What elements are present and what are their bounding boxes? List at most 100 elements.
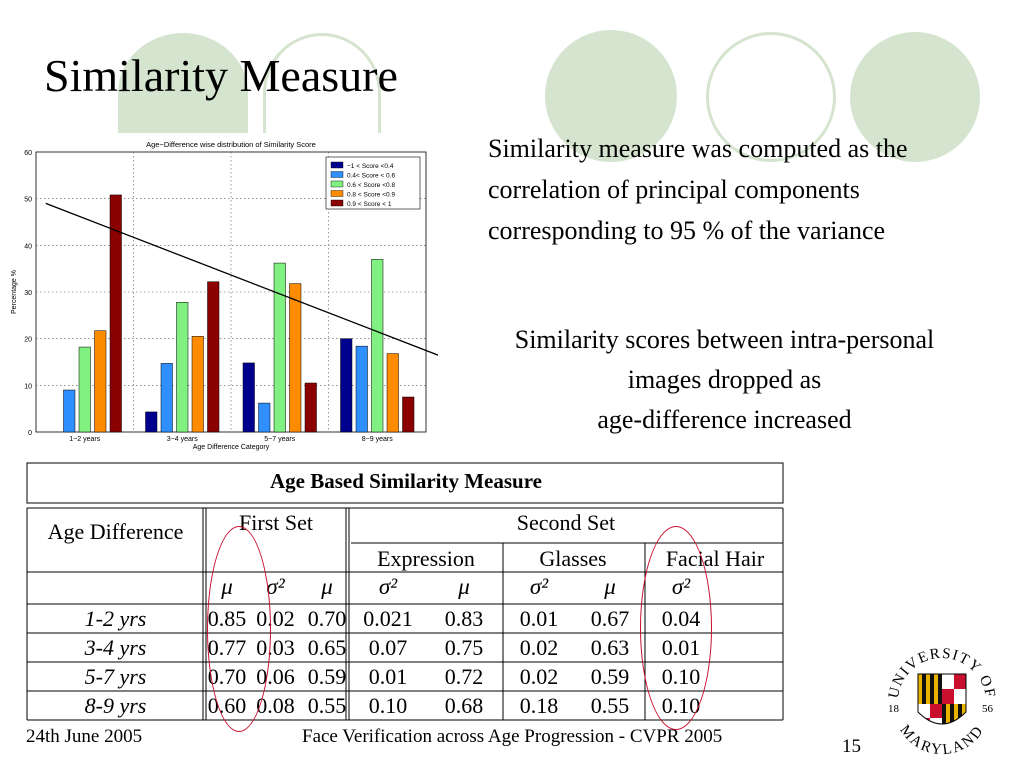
bar <box>191 336 204 433</box>
row-label: 3-4 yrs <box>84 635 147 660</box>
table-cell: 0.01 <box>519 606 559 631</box>
decor-circle-1 <box>118 33 248 133</box>
bar <box>176 302 189 433</box>
y-tick-label: 20 <box>24 337 32 344</box>
bar <box>258 402 271 433</box>
table-cell: 0.55 <box>590 693 630 718</box>
table-title: Age Based Similarity Measure <box>270 469 542 493</box>
y-tick-label: 10 <box>24 383 32 390</box>
x-tick-label: 8−9 years <box>362 436 393 443</box>
footer-title: Face Verification across Age Progression… <box>302 726 723 747</box>
bar <box>304 382 317 433</box>
bar <box>78 346 91 433</box>
bar <box>207 281 220 433</box>
subgroup-expression: Expression <box>377 546 475 571</box>
bar-chart: 0 10 20 30 40 50 60 1−2 years 3−4 years 5−7 years… <box>8 135 505 457</box>
row-label: 5-7 yrs <box>84 664 147 689</box>
table-cell: 0.02 <box>519 664 559 689</box>
bar <box>145 411 158 433</box>
sigma-header: σ² <box>529 574 549 599</box>
y-tick-label: 50 <box>24 197 32 204</box>
bar <box>94 330 107 433</box>
svg-text:18: 18 <box>888 703 900 715</box>
table-cell: 0.75 <box>444 635 484 660</box>
sigma-header: σ² <box>378 574 398 599</box>
table-cell: 0.68 <box>444 693 484 718</box>
bar <box>386 353 399 433</box>
table-cell: 0.65 <box>307 635 347 660</box>
y-axis-label: Percentage % <box>11 270 18 314</box>
legend-swatch <box>330 161 344 169</box>
legend-swatch <box>330 180 344 188</box>
bar <box>273 262 286 433</box>
conclusion-line-2: images dropped as <box>627 365 822 394</box>
bar <box>289 283 302 433</box>
footer-date: 24th June 2005 <box>26 726 143 747</box>
page-number: 15 <box>842 736 861 757</box>
legend-label: 0.6 < Score <0.8 <box>347 182 395 189</box>
description-text: Similarity measure was computed as the c… <box>488 134 908 245</box>
logo-seal: UNIVERSITY OF MARYLAND 18 56 <box>886 646 997 759</box>
university-logo: UNIVERSITY OF MARYLAND 18 56 <box>878 640 1006 766</box>
table-cell: 0.18 <box>519 693 559 718</box>
sigma-header: σ² <box>266 574 285 599</box>
bar <box>109 194 122 433</box>
table-cell: 0.021 <box>363 606 413 631</box>
bar <box>242 362 255 433</box>
table-cell: 0.72 <box>444 664 484 689</box>
table-cell: 0.55 <box>307 693 347 718</box>
legend-label: 0.4< Score < 0.6 <box>347 173 395 180</box>
table-cell: 0.59 <box>307 664 347 689</box>
row-label: 8-9 yrs <box>84 693 147 718</box>
table-cell: 0.01 <box>368 664 408 689</box>
legend-label: −1 < Score <0.4 <box>347 163 394 170</box>
table-cell: 0.02 <box>519 635 559 660</box>
x-tick-label: 5−7 years <box>264 436 295 443</box>
decor-circle-3 <box>545 30 677 162</box>
slide-title: Similarity Measure <box>44 50 398 101</box>
decor-circle-5 <box>850 32 980 162</box>
x-axis-label: Age Difference Category <box>193 444 270 451</box>
title-row-border <box>26 462 784 504</box>
y-tick-label: 30 <box>24 290 32 297</box>
first-set-header: First Set <box>239 510 313 535</box>
legend-label: 0.8 < Score <0.9 <box>347 192 395 199</box>
bar <box>355 345 368 433</box>
y-tick-label: 40 <box>24 243 32 250</box>
conclusion-line-3: age-difference increased <box>597 405 852 434</box>
subgroup-glasses: Glasses <box>539 546 607 571</box>
conclusion-line-1: Similarity scores between intra-personal <box>514 325 935 354</box>
y-tick-label: 60 <box>24 150 32 157</box>
svg-text:MARYLAND: MARYLAND <box>896 722 987 758</box>
table-cell: 0.83 <box>444 606 484 631</box>
svg-text:56: 56 <box>982 703 994 715</box>
table-cell: 0.63 <box>590 635 630 660</box>
table-cell: 0.07 <box>368 635 408 660</box>
second-set-header: Second Set <box>516 510 616 535</box>
highlight-ellipse-first-set <box>207 526 271 732</box>
conclusion-text: Similarity scores between intra-personal… <box>452 320 997 440</box>
row-header: Age Difference <box>47 519 184 544</box>
bar <box>63 389 76 433</box>
decor-circle-2 <box>263 33 381 133</box>
similarity-table: Age Based Similarity Measure Age Differe… <box>26 462 786 732</box>
table-cell: 0.59 <box>590 664 630 689</box>
legend-swatch <box>330 190 344 197</box>
highlight-ellipse-facial-hair <box>640 526 712 730</box>
chart-svg: 0 10 20 30 40 50 60 1−2 years 3−4 years 5−7 years… <box>11 140 505 451</box>
trend-arrow-line <box>45 202 505 382</box>
row-label: 1-2 yrs <box>84 606 147 631</box>
mu-header: μ <box>604 574 616 599</box>
mu-header: μ <box>321 574 333 599</box>
decor-circle-4 <box>706 32 836 162</box>
y-tick-label: 0 <box>28 430 32 437</box>
x-tick-label: 1−2 years <box>69 436 100 443</box>
legend-swatch <box>330 199 344 207</box>
bar <box>160 363 173 433</box>
bar <box>340 338 353 433</box>
x-tick-label: 3−4 years <box>167 436 198 443</box>
bar <box>402 396 415 433</box>
chart-title: Age−Difference wise distribution of Simi… <box>146 140 316 149</box>
table-cell: 0.67 <box>590 606 630 631</box>
bar <box>371 259 384 433</box>
